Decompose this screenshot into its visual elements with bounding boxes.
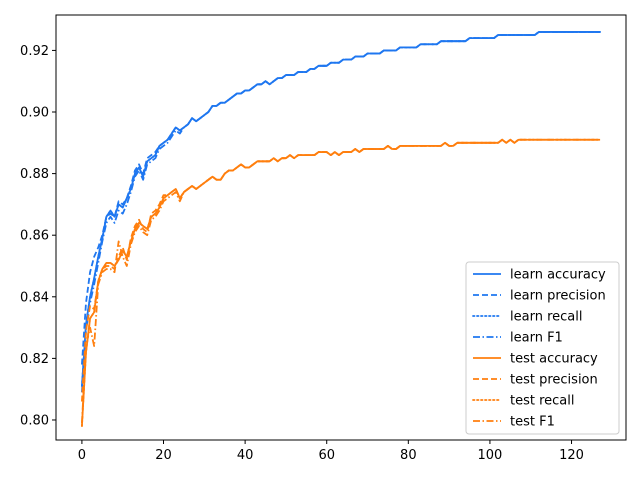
legend-label-test-recall: test recall [510,394,575,409]
y-tick-label: 0.82 [20,352,49,367]
x-tick-label: 80 [400,448,417,463]
series-line-learn-recall [81,31,601,388]
y-tick-label: 0.80 [20,413,49,428]
y-tick-label: 0.84 [20,290,49,305]
y-tick-label: 0.88 [20,167,49,182]
legend-label-test-accuracy: test accuracy [510,352,598,367]
legend-label-learn-precision: learn precision [510,289,606,304]
y-tick-label: 0.86 [20,229,49,244]
x-tick-label: 120 [559,448,584,463]
plot-frame [55,14,627,441]
y-tick-label: 0.92 [20,44,49,59]
legend-label-learn-recall: learn recall [510,310,582,325]
legend-label-learn-accuracy: learn accuracy [510,268,606,283]
x-tick-label: 40 [237,448,254,463]
legend-label-test-precision: test precision [510,373,598,388]
x-tick-label: 0 [78,448,86,463]
legend: learn accuracy learn precision learn recal… [465,261,620,435]
x-tick-label: 20 [155,448,172,463]
y-axis: 0.80 0.82 0.84 0.86 0.88 0.90 0.92 [20,44,56,428]
legend-box [465,261,620,435]
legend-label-learn-f1: learn F1 [510,331,563,346]
x-tick-label: 100 [478,448,503,463]
legend-label-test-f1: test F1 [510,415,555,430]
series-layer [81,31,601,428]
x-axis: 0 20 40 60 80 100 120 [78,440,584,463]
series-line-test-f1 [81,138,601,424]
x-tick-label: 60 [318,448,335,463]
y-tick-label: 0.90 [20,106,49,121]
